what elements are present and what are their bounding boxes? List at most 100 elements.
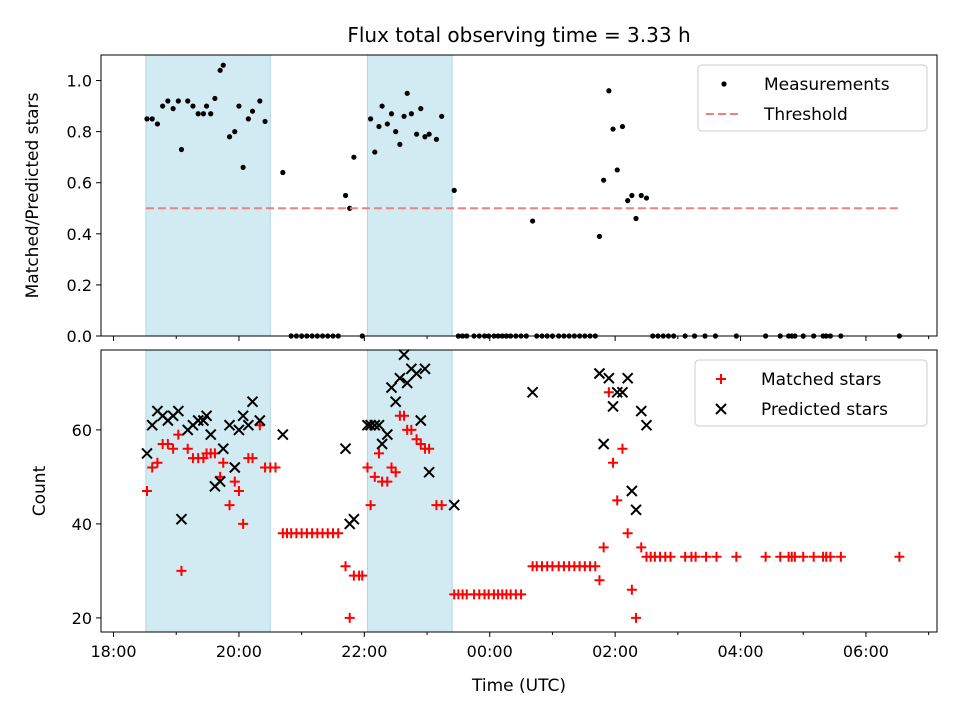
measurements-point [240,164,246,170]
matched-stars-point [382,476,393,487]
plot-frame [100,349,938,633]
predicted-stars-point [146,419,158,431]
top-panel: 0.0 0.2 0.4 0.6 0.8 1.0 Measurements Threshold [67,54,938,346]
predicted-stars-point [401,377,413,389]
matched-stars-point [344,612,355,623]
matched-stars-point [608,457,619,468]
x-tick-label: 22:00 [341,642,387,661]
legend-label: Matched stars [761,370,881,390]
predicted-stars-point [373,419,385,431]
legend-label: Threshold [763,105,848,125]
measurements-point [376,123,382,130]
predicted-stars-point [611,386,623,399]
top-y-axis-label: Matched/Predicted stars [23,92,43,298]
predicted-stars-point [217,442,229,455]
y-tick-label: 40 [72,515,92,534]
predicted-stars-point [277,428,289,441]
measurements-point [384,121,390,127]
matched-stars-point [399,410,410,421]
matched-stars-point [173,429,184,440]
matched-stars-point [436,500,447,511]
measurements-point [625,198,631,204]
predicted-stars-point [597,438,610,450]
matched-stars-point [340,561,351,572]
measurements-point [203,103,210,109]
y-tick-label: 0.2 [67,276,92,295]
predicted-stars-point [419,363,431,375]
measurements-point [388,111,395,117]
measurements-point [596,233,603,239]
measurements-point [165,98,171,104]
matched-stars-point [701,551,712,562]
measurements-point [614,167,620,173]
measurements-point [342,192,349,199]
measurements-point [351,154,357,160]
matched-stars-point [162,439,173,449]
matched-stars-point [333,528,344,539]
bottom-panel: 20 40 60 18:00 20:00 22:00 00:00 02:00 04:00 06:0… [72,348,938,661]
predicted-stars-point [242,419,255,431]
matched-stars-point [690,551,701,562]
matched-stars-point [612,495,623,506]
matched-stars-point [369,471,380,482]
matched-stars-point [424,443,435,454]
matched-stars-point [789,551,800,562]
measurements-point [404,90,410,96]
predicted-stars-point [369,419,381,431]
matched-stars-point [152,457,163,468]
matched-stars-point [798,551,809,562]
predicted-stars-point [141,447,153,460]
matched-stars-point [631,612,642,623]
matched-stars-point [176,565,187,576]
matched-stars-point [825,551,836,562]
matched-stars-point [760,551,771,562]
measurements-point [629,192,635,199]
matched-stars-point [373,448,384,459]
predicted-stars-point [339,442,352,455]
matched-stars-point [238,518,249,529]
legend-box [694,359,928,427]
bottom-y-axis-label: Count [30,465,50,516]
matched-stars-point [357,570,368,581]
legend-marker [715,403,727,415]
measurements-point [212,95,218,102]
chart-title: Flux total observing time = 3.33 h [347,23,690,47]
predicted-stars-point [205,428,217,441]
x-tick-label: 20:00 [216,642,262,661]
predicted-stars-point [621,372,634,384]
matched-stars-point [516,589,527,600]
legend-label: Predicted stars [761,400,888,420]
measurements-point [170,106,176,112]
measurements-point [422,134,428,140]
matched-stars-point [665,551,676,562]
x-tick-label: 00:00 [467,642,513,661]
predicted-stars-point [246,395,259,408]
predicted-stars-point [415,414,427,427]
y-tick-label: 60 [72,421,92,440]
predicted-stars-point [640,419,653,431]
matched-stars-point [141,486,152,496]
measurements-point [249,108,256,114]
y-tick-label: 1.0 [67,72,92,91]
measurements-point [226,134,233,140]
observing-window-2 [366,349,453,633]
predicted-stars-point [175,513,188,525]
x-tick-label: 02:00 [592,642,638,661]
x-tick-label: 18:00 [90,642,136,661]
measurements-point [433,136,440,142]
y-tick-label: 0.8 [67,123,92,142]
matched-stars-point [808,551,819,562]
predicted-stars-point [448,499,460,511]
matched-stars-point [182,443,193,454]
measurements-point [257,98,263,104]
matched-stars-point [270,462,281,473]
predicted-stars-point [348,513,360,525]
predicted-stars-point [630,504,642,516]
measurements-point [368,116,374,122]
measurements-point [397,141,403,148]
matched-stars-point [594,575,605,586]
measurements-point [413,131,420,137]
matched-stars-point [636,542,647,553]
matched-stars-point [626,584,637,595]
matched-stars-point [835,551,846,562]
